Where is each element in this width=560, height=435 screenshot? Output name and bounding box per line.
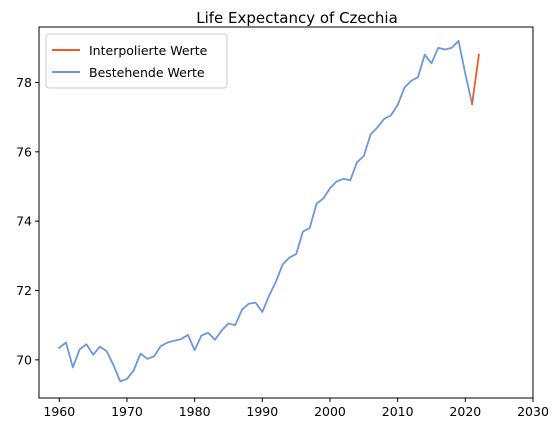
chart-title: Life Expectancy of Czechia (196, 9, 398, 27)
legend-label-existing: Bestehende Werte (89, 65, 205, 80)
y-tick-label: 76 (16, 144, 32, 159)
x-tick-label: 1960 (43, 404, 75, 419)
x-tick-label: 1990 (246, 404, 278, 419)
series-line-1 (58, 39, 474, 383)
y-tick-label: 70 (16, 352, 32, 367)
x-tick-label: 2020 (449, 404, 481, 419)
plot-lines (58, 39, 480, 383)
x-tick-label: 1970 (111, 404, 143, 419)
legend: Interpolierte Werte Bestehende Werte (45, 33, 228, 89)
series-line-0 (471, 53, 480, 105)
x-axis: 1960 1970 1980 1990 2000 2010 2020 2030 (43, 398, 549, 419)
legend-label-interpolated: Interpolierte Werte (89, 43, 208, 58)
x-tick-label: 2000 (314, 404, 346, 419)
legend-box (45, 33, 228, 89)
x-tick-label: 1980 (179, 404, 211, 419)
x-tick-label: 2010 (382, 404, 414, 419)
y-tick-label: 74 (16, 214, 32, 229)
plot-frame (38, 26, 534, 399)
y-tick-label: 78 (16, 75, 32, 90)
y-tick-label: 72 (16, 283, 32, 298)
y-axis: 70 72 74 76 78 (16, 75, 39, 367)
x-tick-label: 2030 (517, 404, 549, 419)
